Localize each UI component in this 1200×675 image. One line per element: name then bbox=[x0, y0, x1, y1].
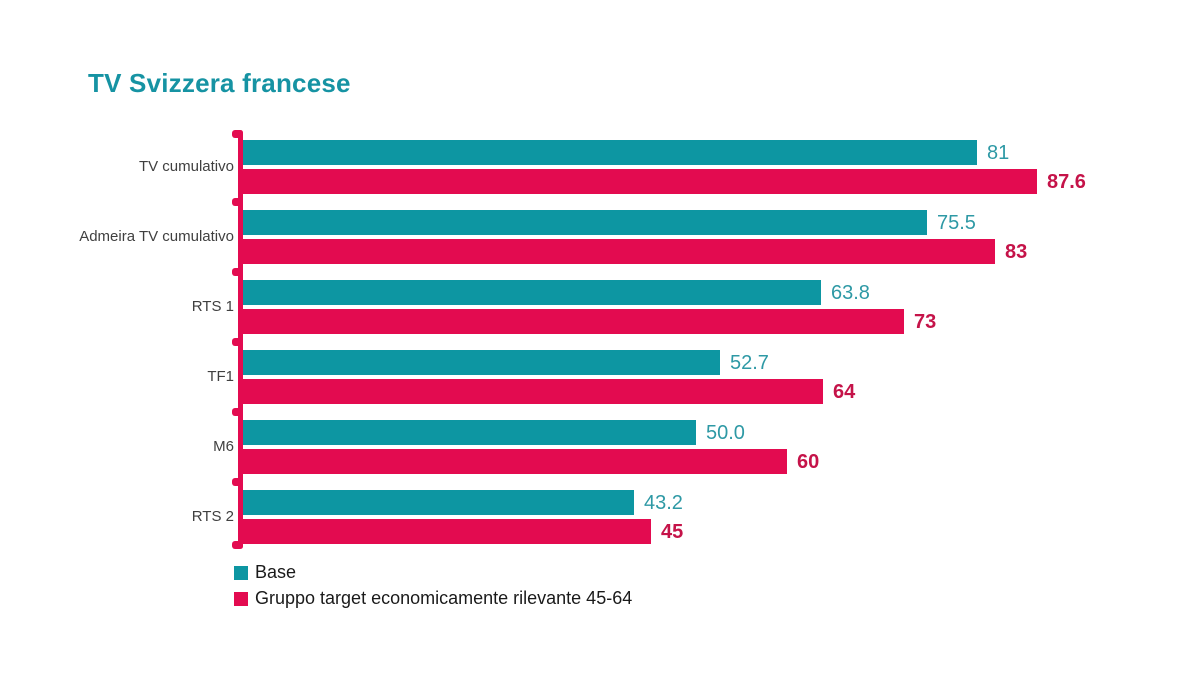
axis-tick bbox=[232, 198, 240, 206]
legend-item-base: Base bbox=[234, 562, 632, 583]
category-label: M6 bbox=[213, 438, 234, 455]
target-bar-0 bbox=[243, 169, 1037, 194]
axis-tick bbox=[232, 268, 240, 276]
base-bar-4 bbox=[243, 420, 696, 445]
base-bar-3 bbox=[243, 350, 720, 375]
base-bar-5 bbox=[243, 490, 634, 515]
legend-label: Base bbox=[255, 562, 297, 582]
category-label: TF1 bbox=[207, 368, 234, 385]
y-axis-line bbox=[238, 130, 243, 549]
category-label: RTS 1 bbox=[191, 298, 234, 315]
axis-tick bbox=[232, 338, 240, 346]
category-label: RTS 2 bbox=[191, 508, 234, 525]
legend: Base Gruppo target economicamente rilevan… bbox=[234, 562, 632, 614]
target-value-2: 73 bbox=[914, 311, 937, 333]
target-value-1: 83 bbox=[1005, 241, 1028, 263]
category-label: Admeira TV cumulativo bbox=[79, 228, 234, 245]
target-value-3: 64 bbox=[833, 381, 856, 403]
base-value-4: 50.0 bbox=[706, 422, 745, 444]
base-value-2: 63.8 bbox=[831, 282, 870, 304]
base-bar-0 bbox=[243, 140, 977, 165]
legend-label: Gruppo target economicamente rilevante 4… bbox=[255, 588, 633, 608]
target-bar-4 bbox=[243, 449, 787, 474]
axis-tick bbox=[232, 541, 240, 549]
target-bar-3 bbox=[243, 379, 823, 404]
target-bar-1 bbox=[243, 239, 995, 264]
base-value-5: 43.2 bbox=[644, 492, 683, 514]
axis-tick bbox=[232, 478, 240, 486]
target-bar-2 bbox=[243, 309, 904, 334]
legend-swatch-icon bbox=[234, 565, 248, 580]
base-value-1: 75.5 bbox=[937, 212, 976, 234]
chart-title: TV Svizzera francese bbox=[88, 68, 351, 98]
base-bar-2 bbox=[243, 280, 821, 305]
base-bar-1 bbox=[243, 210, 927, 235]
target-value-4: 60 bbox=[797, 451, 820, 473]
axis-tick bbox=[232, 408, 240, 416]
legend-item-target: Gruppo target economicamente rilevante 4… bbox=[234, 588, 632, 609]
target-bar-5 bbox=[243, 519, 651, 544]
legend-swatch-icon bbox=[234, 591, 248, 606]
category-label: TV cumulativo bbox=[138, 158, 234, 175]
base-value-0: 81 bbox=[987, 142, 1010, 164]
target-value-5: 45 bbox=[661, 521, 684, 543]
base-value-3: 52.7 bbox=[730, 352, 769, 374]
target-value-0: 87.6 bbox=[1047, 171, 1086, 193]
axis-tick bbox=[232, 130, 240, 138]
